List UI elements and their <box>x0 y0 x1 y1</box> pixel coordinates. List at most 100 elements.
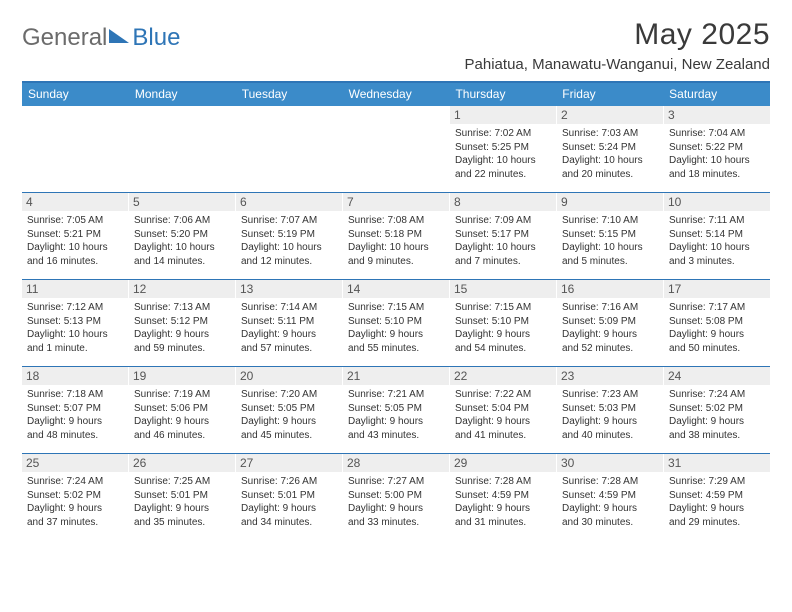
info-line: Sunrise: 7:24 AM <box>669 388 765 402</box>
day-info: Sunrise: 7:09 AMSunset: 5:17 PMDaylight:… <box>455 214 551 268</box>
day-number: 21 <box>343 367 449 385</box>
info-line: Daylight: 9 hours <box>348 502 444 516</box>
info-line: Sunset: 4:59 PM <box>669 489 765 503</box>
day-cell <box>343 106 450 192</box>
day-cell: 5Sunrise: 7:06 AMSunset: 5:20 PMDaylight… <box>129 193 236 279</box>
day-info: Sunrise: 7:05 AMSunset: 5:21 PMDaylight:… <box>27 214 123 268</box>
day-cell: 23 Sunrise: 7:23 AMSunset: 5:03 PMDayligh… <box>557 367 664 453</box>
day-info: Sunrise: 7:23 AMSunset: 5:03 PMDaylight:… <box>562 388 658 442</box>
day-cell: 16Sunrise: 7:16 AMSunset: 5:09 PMDayligh… <box>557 280 664 366</box>
info-line: Daylight: 10 hours <box>27 328 123 342</box>
day-number: 17 <box>664 280 770 298</box>
day-cell: 14Sunrise: 7:15 AMSunset: 5:10 PMDayligh… <box>343 280 450 366</box>
info-line: Sunset: 5:15 PM <box>562 228 658 242</box>
info-line: Sunrise: 7:15 AM <box>455 301 551 315</box>
info-line: Sunset: 5:03 PM <box>562 402 658 416</box>
info-line: Daylight: 9 hours <box>27 415 123 429</box>
day-number: 23 <box>557 367 663 385</box>
info-line: Sunset: 5:00 PM <box>348 489 444 503</box>
info-line: Sunset: 5:01 PM <box>241 489 337 503</box>
brand-part2: Blue <box>132 24 180 52</box>
day-cell: 6Sunrise: 7:07 AMSunset: 5:19 PMDaylight… <box>236 193 343 279</box>
info-line: and 38 minutes. <box>669 429 765 443</box>
day-number: 28 <box>343 454 449 472</box>
info-line: Daylight: 9 hours <box>669 502 765 516</box>
day-cell: 4Sunrise: 7:05 AMSunset: 5:21 PMDaylight… <box>22 193 129 279</box>
day-number: 27 <box>236 454 342 472</box>
info-line: Daylight: 9 hours <box>455 415 551 429</box>
day-cell: 13 Sunrise: 7:14 AMSunset: 5:11 PMDayligh… <box>236 280 343 366</box>
day-number: 2 <box>557 106 663 124</box>
day-number: 14 <box>343 280 449 298</box>
day-cell: 26Sunrise: 7:25 AMSunset: 5:01 PMDayligh… <box>129 454 236 540</box>
info-line: Daylight: 9 hours <box>455 328 551 342</box>
day-cell: 17Sunrise: 7:17 AMSunset: 5:08 PMDayligh… <box>664 280 770 366</box>
day-cell: 12Sunrise: 7:13 AMSunset: 5:12 PMDayligh… <box>129 280 236 366</box>
info-line: Sunset: 5:10 PM <box>455 315 551 329</box>
info-line: Daylight: 9 hours <box>241 328 337 342</box>
info-line: Sunset: 4:59 PM <box>455 489 551 503</box>
day-cell <box>236 106 343 192</box>
info-line: Sunrise: 7:18 AM <box>27 388 123 402</box>
day-info: Sunrise: 7:15 AMSunset: 5:10 PMDaylight:… <box>455 301 551 355</box>
day-number: 8 <box>450 193 556 211</box>
info-line: and 45 minutes. <box>241 429 337 443</box>
info-line: Daylight: 10 hours <box>455 241 551 255</box>
info-line: Sunrise: 7:08 AM <box>348 214 444 228</box>
info-line: and 46 minutes. <box>134 429 230 443</box>
info-line: and 59 minutes. <box>134 342 230 356</box>
day-info: Sunrise: 7:03 AMSunset: 5:24 PMDaylight:… <box>562 127 658 181</box>
info-line: Sunset: 4:59 PM <box>562 489 658 503</box>
info-line: Sunrise: 7:24 AM <box>27 475 123 489</box>
day-cell <box>22 106 129 192</box>
info-line: Daylight: 9 hours <box>562 502 658 516</box>
dow-header: Thursday <box>449 83 556 106</box>
info-line: Daylight: 9 hours <box>455 502 551 516</box>
info-line: Daylight: 9 hours <box>348 415 444 429</box>
day-info: Sunrise: 7:28 AMSunset: 4:59 PMDaylight:… <box>455 475 551 529</box>
day-info: Sunrise: 7:22 AMSunset: 5:04 PMDaylight:… <box>455 388 551 442</box>
info-line: Sunset: 5:12 PM <box>134 315 230 329</box>
info-line: and 55 minutes. <box>348 342 444 356</box>
info-line: Daylight: 10 hours <box>562 241 658 255</box>
day-number: 13 <box>236 280 342 298</box>
day-number: 22 <box>450 367 556 385</box>
info-line: Daylight: 9 hours <box>241 415 337 429</box>
day-number: 10 <box>664 193 770 211</box>
info-line: Sunset: 5:10 PM <box>348 315 444 329</box>
day-info: Sunrise: 7:12 AMSunset: 5:13 PMDaylight:… <box>27 301 123 355</box>
info-line: Sunrise: 7:09 AM <box>455 214 551 228</box>
day-cell: 2 Sunrise: 7:03 AMSunset: 5:24 PMDaylight… <box>557 106 664 192</box>
day-cell: 19Sunrise: 7:19 AMSunset: 5:06 PMDayligh… <box>129 367 236 453</box>
info-line: Sunrise: 7:22 AM <box>455 388 551 402</box>
day-number: 5 <box>129 193 235 211</box>
day-cell: 15Sunrise: 7:15 AMSunset: 5:10 PMDayligh… <box>450 280 557 366</box>
day-number: 24 <box>664 367 770 385</box>
day-number: 30 <box>557 454 663 472</box>
info-line: Sunrise: 7:02 AM <box>455 127 551 141</box>
info-line: Daylight: 10 hours <box>669 154 765 168</box>
info-line: Sunrise: 7:07 AM <box>241 214 337 228</box>
day-cell: 1Sunrise: 7:02 AMSunset: 5:25 PMDaylight… <box>450 106 557 192</box>
info-line: Sunrise: 7:13 AM <box>134 301 230 315</box>
info-line: and 7 minutes. <box>455 255 551 269</box>
triangle-icon <box>109 27 131 45</box>
info-line: and 48 minutes. <box>27 429 123 443</box>
info-line: Daylight: 10 hours <box>241 241 337 255</box>
info-line: and 12 minutes. <box>241 255 337 269</box>
calendar-grid: SundayMondayTuesdayWednesdayThursdayFrid… <box>22 81 770 540</box>
info-line: and 33 minutes. <box>348 516 444 530</box>
day-info: Sunrise: 7:27 AMSunset: 5:00 PMDaylight:… <box>348 475 444 529</box>
day-cell: 21Sunrise: 7:21 AMSunset: 5:05 PMDayligh… <box>343 367 450 453</box>
info-line: and 50 minutes. <box>669 342 765 356</box>
info-line: Sunset: 5:21 PM <box>27 228 123 242</box>
info-line: and 3 minutes. <box>669 255 765 269</box>
info-line: Sunrise: 7:28 AM <box>562 475 658 489</box>
day-info: Sunrise: 7:14 AMSunset: 5:11 PMDaylight:… <box>241 301 337 355</box>
day-number: 6 <box>236 193 342 211</box>
day-cell: 10Sunrise: 7:11 AMSunset: 5:14 PMDayligh… <box>664 193 770 279</box>
info-line: and 41 minutes. <box>455 429 551 443</box>
info-line: and 29 minutes. <box>669 516 765 530</box>
day-number: 19 <box>129 367 235 385</box>
info-line: and 43 minutes. <box>348 429 444 443</box>
